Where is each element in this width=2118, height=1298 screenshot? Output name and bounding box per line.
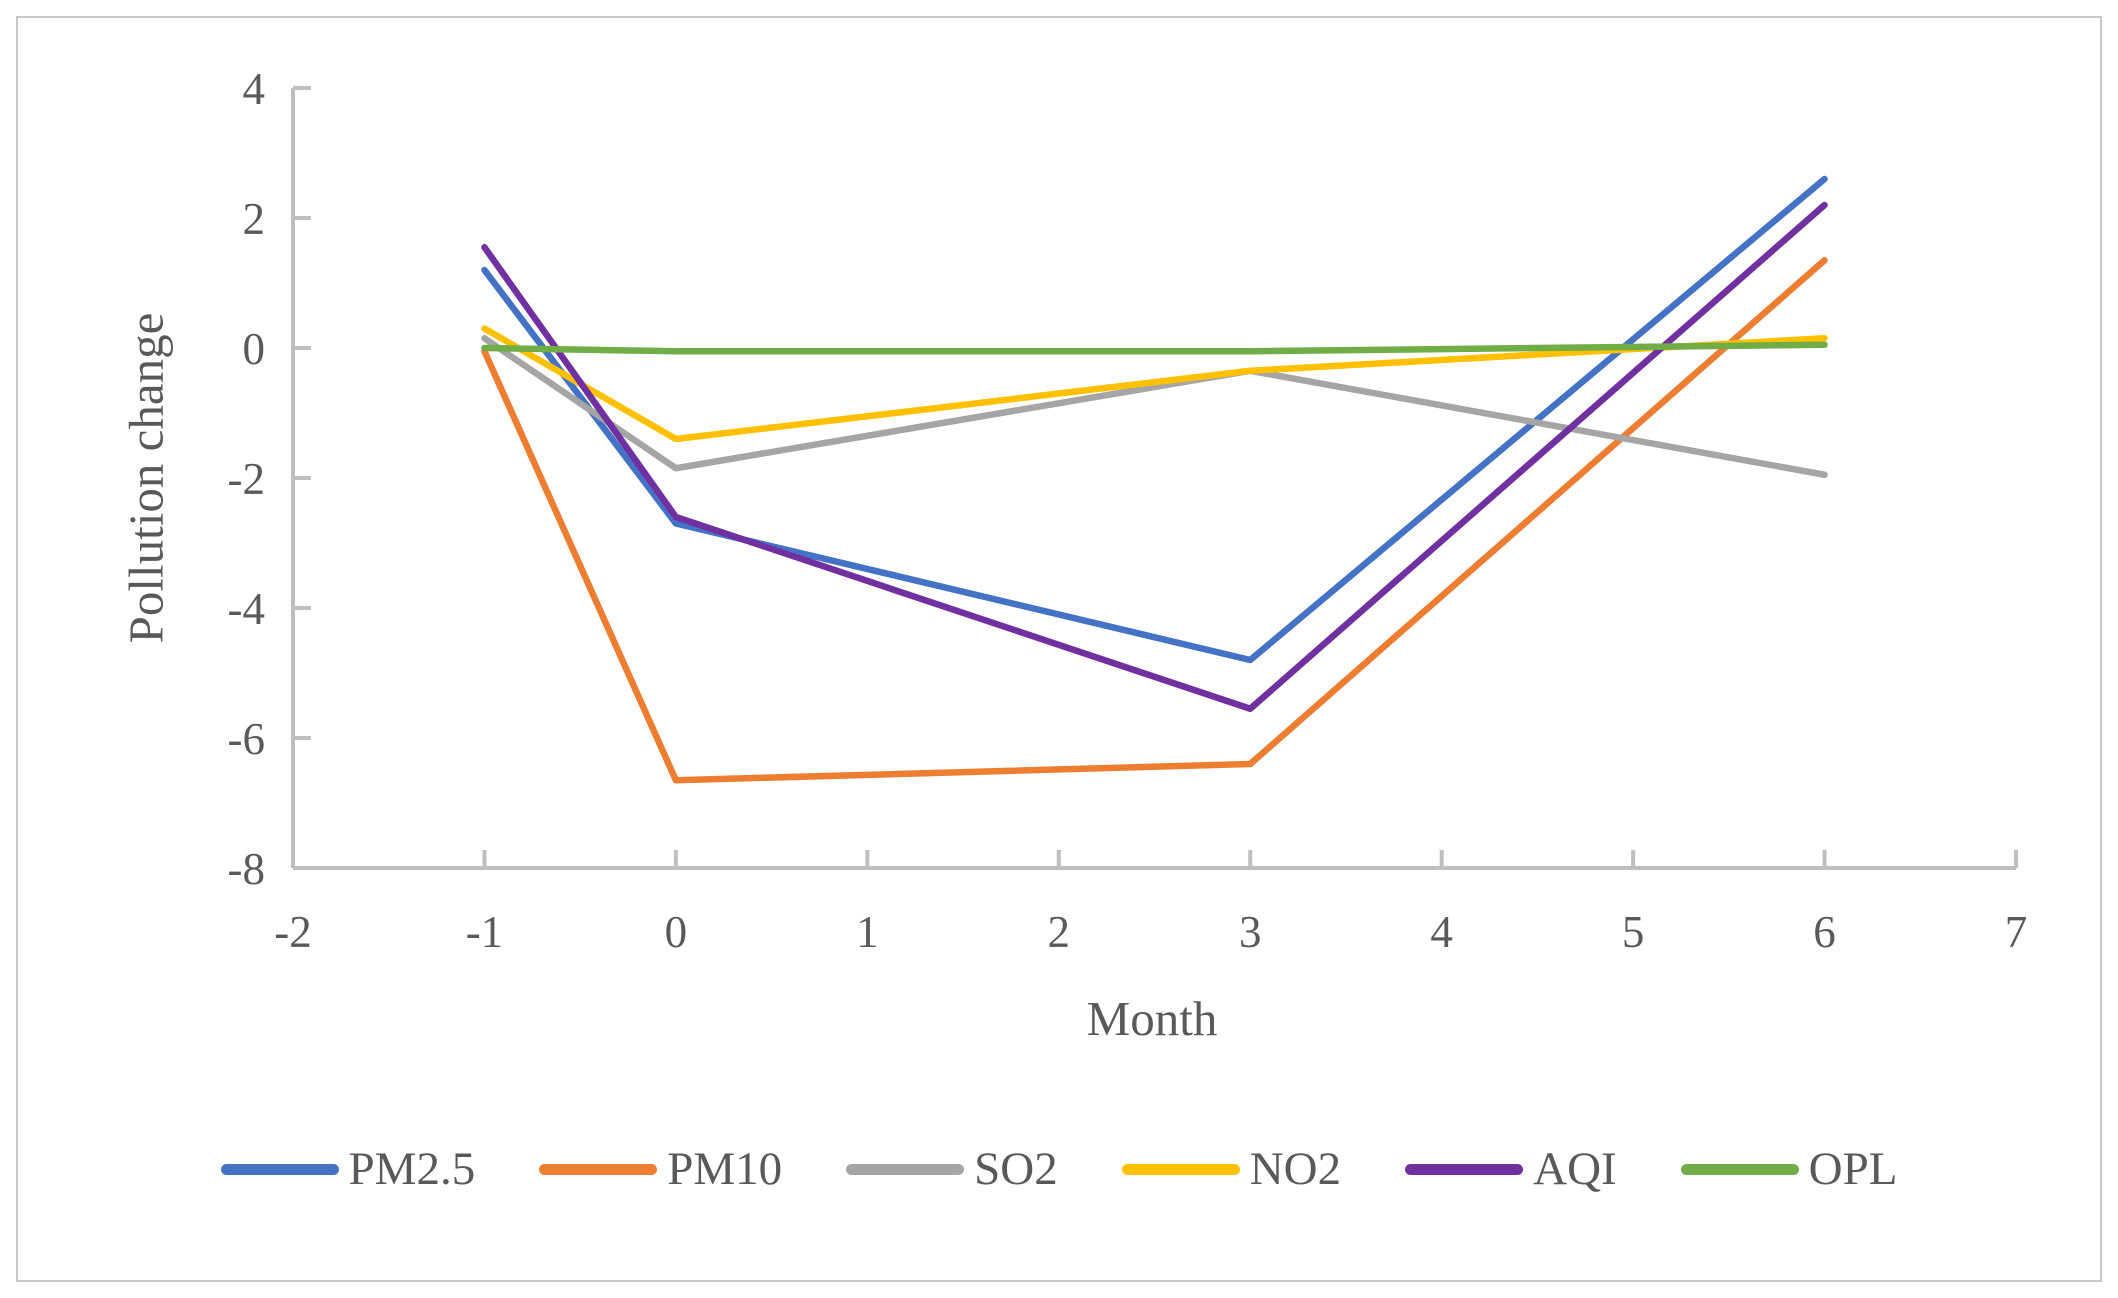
y-tick-label: -4 [228, 584, 266, 634]
legend-label-opl: OPL [1808, 1143, 1898, 1195]
series-line-so2 [481, 335, 1828, 478]
axes-layer: 420-2-4-6-8-2 -1 0 1 2 3 4 5 6 7 [228, 64, 2028, 957]
legend-label-pm25: PM2.5 [348, 1143, 476, 1195]
y-tick-label: 4 [243, 64, 266, 114]
series-line-aqi [481, 201, 1828, 712]
x-tick-label: -1 [466, 907, 504, 957]
legend-swatch-aqi [1405, 1164, 1524, 1175]
series-layer [481, 175, 1828, 784]
legend-swatch-opl [1680, 1164, 1799, 1175]
legend-label-aqi: AQI [1533, 1143, 1617, 1195]
legend-item-pm10: PM10 [539, 1146, 782, 1193]
x-tick-label: 5 [1622, 907, 1645, 957]
x-axis-title: Month [1087, 991, 1218, 1046]
series-line-opl [481, 341, 1828, 355]
legend-swatch-pm10 [539, 1164, 658, 1175]
legend-swatch-no2 [1121, 1164, 1240, 1175]
series-line-pm25 [481, 175, 1828, 664]
series-line-pm10 [481, 257, 1828, 784]
x-tick-label: 3 [1239, 907, 1262, 957]
legend-item-aqi: AQI [1405, 1146, 1617, 1193]
x-tick-label: 2 [1048, 907, 1071, 957]
legend-item-no2: NO2 [1121, 1143, 1342, 1195]
x-tick-label: 6 [1813, 907, 1836, 957]
x-tick-label: -2 [274, 907, 312, 957]
y-tick-label: -2 [228, 454, 266, 504]
legend-label-no2: NO2 [1249, 1143, 1342, 1195]
legend-item-so2: SO2 [846, 1146, 1058, 1193]
legend-label-pm10: PM10 [667, 1143, 783, 1195]
y-tick-label: 2 [243, 194, 266, 244]
legend-swatch-pm25 [220, 1164, 339, 1175]
x-tick-label: 4 [1430, 907, 1453, 957]
y-tick-label: -6 [228, 714, 266, 764]
x-tick-label: 0 [665, 907, 688, 957]
y-tick-label: 0 [243, 324, 266, 374]
legend: PM2.5 PM10 SO2 NO2 AQI OPL [0, 1146, 2118, 1193]
legend-label-so2: SO2 [974, 1143, 1058, 1195]
x-tick-label: 1 [856, 907, 879, 957]
legend-swatch-so2 [846, 1164, 965, 1175]
x-tick-label: 7 [2005, 907, 2028, 957]
legend-item-pm25: PM2.5 [220, 1143, 476, 1195]
y-axis-title: Pollution change [119, 313, 174, 644]
y-tick-label: -8 [228, 844, 266, 894]
legend-item-opl: OPL [1680, 1143, 1898, 1195]
